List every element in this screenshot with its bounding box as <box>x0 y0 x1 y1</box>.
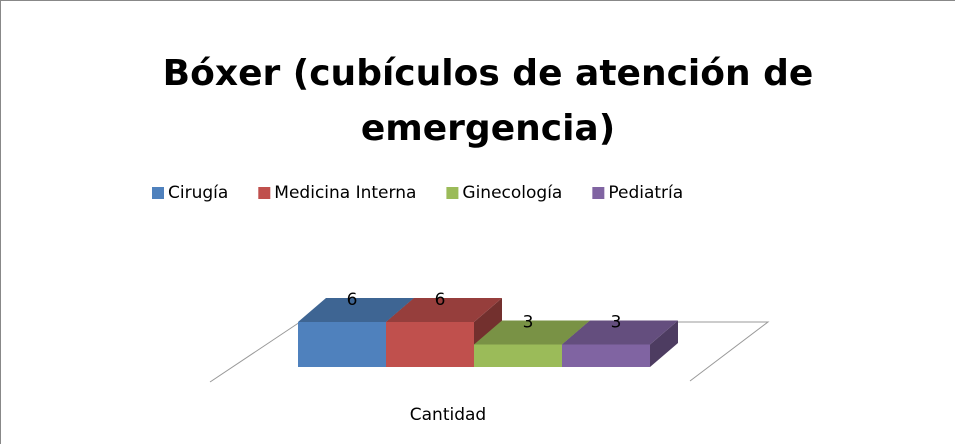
bar-top <box>474 320 590 345</box>
data-label: 3 <box>523 313 534 333</box>
bar-top <box>386 298 502 322</box>
bar-top <box>298 298 414 322</box>
legend-swatch <box>152 187 164 199</box>
floor-edge <box>209 321 301 383</box>
legend-label: Ginecología <box>462 183 562 203</box>
chart-title: Bóxer (cubículos de atención de emergenci… <box>163 53 814 149</box>
bar-top <box>562 320 678 345</box>
floor <box>209 321 770 383</box>
legend-label: Pediatría <box>608 183 683 203</box>
bar-front <box>474 344 562 367</box>
data-label: 6 <box>347 290 358 310</box>
bar-side <box>650 320 678 367</box>
legend-swatch <box>258 187 271 199</box>
bar <box>298 298 414 367</box>
legend: Cirugía Medicina Interna Ginecología Pediat… <box>152 183 683 203</box>
data-label: 6 <box>435 290 446 310</box>
x-tick-label: Cantidad <box>410 405 486 425</box>
legend-swatch <box>592 187 605 199</box>
legend-swatch <box>446 187 459 199</box>
floor-edge <box>650 321 770 382</box>
bar <box>562 320 678 367</box>
data-label: 3 <box>611 313 622 333</box>
bar-front <box>298 322 386 367</box>
bar-front <box>562 344 650 367</box>
legend-label: Cirugía <box>168 183 228 203</box>
bar-front <box>386 322 474 367</box>
legend-label: Medicina Interna <box>274 183 416 203</box>
